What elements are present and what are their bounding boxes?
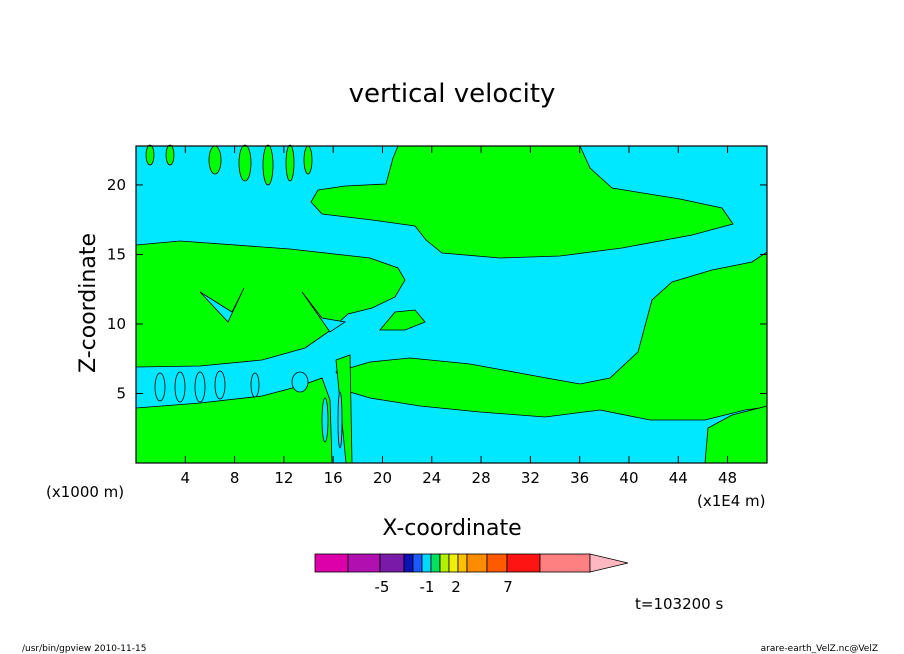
x-tick-label: 12 — [274, 469, 293, 487]
contour-region — [154, 372, 166, 402]
colorbar-extension — [589, 553, 629, 573]
colorbar-swatch — [379, 553, 405, 573]
contour-region — [285, 144, 295, 182]
contour-region — [238, 144, 252, 182]
colorbar-swatch — [539, 553, 591, 573]
colorbar — [314, 553, 629, 573]
colorbar-swatch — [506, 553, 541, 573]
colorbar-tick-label: 7 — [503, 578, 513, 596]
contour-region — [135, 240, 406, 368]
contour-region — [174, 371, 186, 403]
colorbar-swatch — [314, 553, 349, 573]
contour-region — [337, 391, 343, 449]
x-tick-label: 28 — [472, 469, 491, 487]
colorbar-swatch — [421, 553, 432, 573]
x-tick-label: 16 — [324, 469, 343, 487]
contour-region — [301, 291, 347, 333]
x-tick-label: 20 — [373, 469, 392, 487]
contour-region — [291, 371, 309, 393]
contour-region — [145, 144, 155, 166]
footer-left: /usr/bin/gpview 2010-11-15 — [22, 644, 146, 654]
contour-region — [194, 371, 206, 403]
x-tick-label: 44 — [669, 469, 688, 487]
colorbar-tick-label: 2 — [451, 578, 461, 596]
colorbar-swatch — [466, 553, 488, 573]
y-axis-title: Z-coordinate — [76, 233, 101, 373]
x-unit-label: (x1E4 m) — [697, 492, 766, 510]
colorbar-swatch — [486, 553, 508, 573]
colorbar-swatch — [347, 553, 381, 573]
colorbar-swatch — [439, 553, 450, 573]
y-tick-label: 10 — [107, 315, 126, 333]
contour-region — [199, 287, 245, 323]
x-tick-label: 48 — [718, 469, 737, 487]
contour-region — [165, 144, 175, 166]
time-label: t=103200 s — [635, 595, 723, 613]
x-unit-label: (x1000 m) — [46, 483, 124, 501]
y-tick-label: 15 — [107, 245, 126, 263]
colorbar-swatch — [403, 553, 414, 573]
x-tick-label: 8 — [230, 469, 240, 487]
contour-region — [262, 144, 274, 186]
x-tick-label: 24 — [422, 469, 441, 487]
plot-frame — [135, 145, 768, 464]
x-tick-label: 4 — [181, 469, 191, 487]
contour-region — [214, 370, 226, 400]
colorbar-swatch — [412, 553, 423, 573]
colorbar-tick-label: -5 — [375, 578, 390, 596]
contour-field — [135, 144, 768, 464]
contour-region — [208, 145, 222, 175]
footer-right: arare-earth_VelZ.nc@VelZ — [761, 644, 878, 654]
x-axis-title: X-coordinate — [382, 516, 521, 541]
contour-region — [250, 372, 260, 398]
contour-region — [379, 309, 426, 331]
colorbar-swatch — [448, 553, 459, 573]
x-tick-label: 40 — [619, 469, 638, 487]
x-tick-label: 36 — [570, 469, 589, 487]
x-tick-label: 32 — [521, 469, 540, 487]
contour-region — [321, 397, 329, 443]
colorbar-swatch — [430, 553, 441, 573]
chart-title: vertical velocity — [349, 79, 556, 109]
colorbar-tick-label: -1 — [420, 578, 435, 596]
colorbar-swatch — [457, 553, 468, 573]
contour-region — [310, 145, 734, 259]
y-tick-label: 5 — [116, 384, 126, 402]
contour-region — [303, 145, 313, 175]
y-tick-label: 20 — [107, 176, 126, 194]
contour-region — [335, 251, 768, 421]
